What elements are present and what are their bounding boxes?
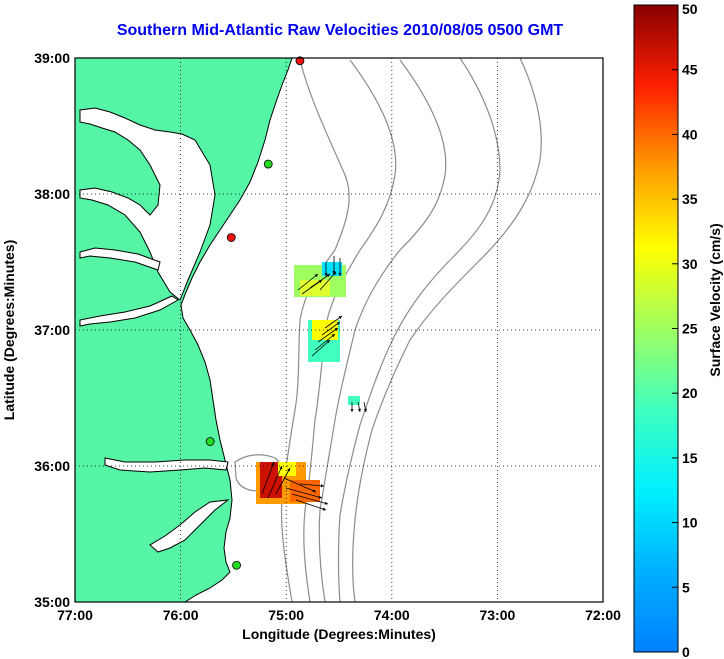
colorbar [633, 4, 679, 653]
station-marker [295, 56, 305, 66]
station-marker [232, 560, 241, 570]
grid-lines [75, 58, 603, 602]
colorbar-tick-label: 45 [682, 62, 698, 78]
potomac-river [79, 247, 161, 271]
x-tick-label: 76:00 [163, 607, 199, 623]
colorbar-tick-label: 35 [682, 191, 698, 207]
y-tick-label: 36:00 [34, 458, 70, 474]
colorbar-tick-label: 30 [682, 256, 698, 272]
x-tick-label: 75:00 [268, 607, 304, 623]
colorbar-tick-label: 5 [682, 579, 690, 595]
colorbar-tick-label: 0 [682, 644, 690, 659]
colorbar-tick-label: 25 [682, 321, 698, 337]
albemarle-sound [104, 457, 229, 473]
chesapeake-bay [79, 107, 216, 301]
y-axis-ticks: 39:00 38:00 37:00 36:00 35:00 [34, 50, 70, 610]
colorbar-tick-label: 40 [682, 126, 698, 142]
x-tick-label: 74:00 [374, 607, 410, 623]
x-axis-ticks: 77:00 76:00 75:00 74:00 73:00 72:00 [57, 607, 621, 623]
velocity-vectors [261, 256, 367, 511]
y-axis-label: Latitude (Degrees:Minutes) [1, 240, 17, 420]
colorbar-tick-label: 15 [682, 450, 698, 466]
station-marker [226, 233, 236, 242]
velocity-patches [256, 262, 360, 504]
station-markers [205, 56, 305, 570]
y-tick-label: 37:00 [34, 322, 70, 338]
james-river [79, 295, 179, 327]
x-axis-label: Longitude (Degrees:Minutes) [242, 626, 436, 642]
colorbar-tick-label: 20 [682, 385, 698, 401]
y-tick-label: 39:00 [34, 50, 70, 66]
station-marker [263, 159, 273, 169]
colorbar-ticks: 0 5 10 15 20 25 30 35 40 45 50 [672, 1, 698, 659]
colorbar-tick-label: 50 [682, 1, 698, 17]
y-tick-label: 38:00 [34, 186, 70, 202]
station-marker [205, 437, 215, 446]
x-tick-label: 73:00 [479, 607, 515, 623]
colorbar-tick-label: 10 [682, 515, 698, 531]
plot-frame [74, 57, 604, 603]
x-tick-label: 72:00 [585, 607, 621, 623]
pamlico-sound [149, 499, 230, 553]
map-title: Southern Mid-Atlantic Raw Velocities 201… [116, 22, 564, 39]
y-tick-label: 35:00 [34, 594, 70, 610]
x-tick-label: 77:00 [57, 607, 93, 623]
colorbar-label: Surface Velocity (cm/s) [707, 223, 723, 376]
